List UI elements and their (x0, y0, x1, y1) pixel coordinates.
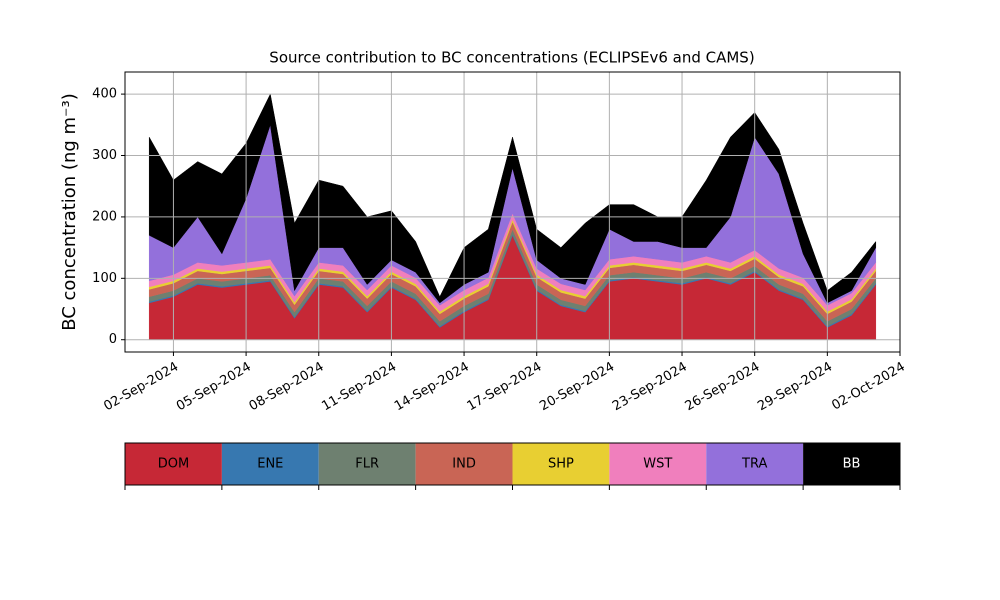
x-tick-label: 17-Sep-2024 (465, 360, 545, 415)
x-tick-label: 05-Sep-2024 (174, 360, 254, 415)
x-tick-label: 29-Sep-2024 (755, 360, 835, 415)
legend-label: BB (843, 457, 861, 472)
legend-swatch (221, 443, 319, 485)
legend-label: SHP (548, 457, 574, 472)
legend-swatch (803, 443, 900, 485)
x-tick-label: 20-Sep-2024 (537, 360, 617, 415)
x-tick-label: 11-Sep-2024 (319, 360, 399, 415)
x-tick-label: 02-Oct-2024 (829, 360, 907, 414)
legend-label: FLR (355, 457, 379, 472)
legend-swatch (609, 443, 707, 485)
y-tick-label: 100 (92, 271, 117, 286)
y-tick-label: 400 (92, 87, 117, 102)
chart-title: Source contribution to BC concentrations… (269, 49, 754, 67)
x-tick-label: 23-Sep-2024 (610, 360, 690, 415)
legend-label: TRA (741, 457, 767, 472)
x-tick-label: 14-Sep-2024 (392, 360, 472, 415)
legend-swatch (706, 443, 804, 485)
legend-label: WST (643, 457, 672, 472)
x-tick-label: 26-Sep-2024 (683, 360, 763, 415)
y-tick-label: 0 (109, 332, 117, 347)
legend-swatch (512, 443, 610, 485)
y-tick-label: 200 (92, 209, 117, 224)
legend-label: ENE (257, 457, 283, 472)
legend-swatch (125, 443, 222, 485)
legend-frame (124, 442, 901, 486)
legend-swatch (415, 443, 513, 485)
y-tick-label: 300 (92, 148, 117, 163)
legend-label: IND (452, 457, 476, 472)
area-bb (148, 93, 877, 304)
x-tick-label: 02-Sep-2024 (101, 360, 181, 415)
plot-frame (124, 71, 901, 353)
legend-swatch (318, 443, 416, 485)
y-axis-label: BC concentration (ng m⁻³) (59, 93, 80, 331)
legend-label: DOM (158, 457, 189, 472)
x-tick-label: 08-Sep-2024 (247, 360, 327, 415)
